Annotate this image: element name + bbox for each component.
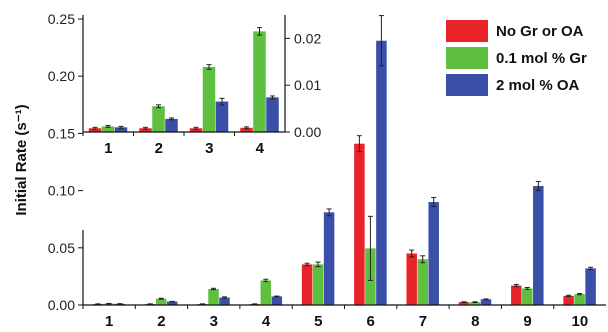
main-bar [166,301,178,305]
inset-bar [266,97,279,132]
main-bar [428,202,439,305]
inset-bar [240,127,253,132]
main-category-label: 1 [105,313,113,330]
main-y-tick-label: 0.00 [48,297,75,313]
inset-bar [202,66,216,132]
inset-background [83,13,285,132]
main-bar [312,264,324,305]
legend-swatch [446,74,488,96]
inset-plot: 0.00 0.01 0.02 0.15 0.20 0.25 1 2 3 4 [48,11,322,157]
main-category-label: 6 [366,313,374,330]
main-bar [458,302,470,305]
inset-bar [114,127,128,132]
main-plot: 0.00 0.05 0.10 1 2 3 4 5 6 7 8 9 10 [48,15,606,330]
main-bar [511,285,522,305]
main-bar [208,288,219,305]
inset-bar [101,126,115,132]
main-category-label: 4 [262,313,271,330]
left-y-tick-label: 0.15 [48,125,75,141]
legend-label: 2 mol % OA [496,77,580,94]
main-y-tick-label: 0.05 [48,240,75,256]
inset-category-label: 2 [155,140,163,157]
main-category-label: 8 [471,313,479,330]
left-y-tick-label: 0.20 [48,68,75,84]
y-axis-title: Initial Rate (s⁻¹) [13,104,30,215]
main-bar [469,302,481,305]
legend-label: No Gr or OA [496,23,584,40]
main-bar [585,268,596,305]
legend-swatch [446,47,488,69]
main-bar [301,264,313,305]
inset-bar [88,128,102,132]
main-bar [563,295,574,305]
main-category-label: 5 [314,313,322,330]
inset-bar [189,128,203,132]
main-bar [155,298,167,305]
main-bar [574,294,585,305]
main-bar [406,253,417,305]
main-category-label: 10 [572,313,589,330]
inset-bar [215,101,229,132]
main-bar [219,297,230,305]
inset-category-label: 1 [104,140,112,157]
main-category-label: 2 [157,313,165,330]
main-bar [354,143,365,305]
legend-label: 0.1 mol % Gr [496,50,587,67]
inset-bar [139,128,152,132]
main-bar [323,212,335,305]
inset-category-label: 4 [256,140,265,157]
inset-bar [165,118,178,132]
inset-y-tick-label: 0.02 [294,30,321,46]
left-y-tick-label: 0.25 [48,11,75,27]
inset-bar [253,31,266,133]
main-bar [417,259,428,305]
main-bar [480,299,492,305]
main-bar [260,280,272,305]
main-bar [376,40,387,306]
main-bar [271,296,283,305]
legend-swatch [446,20,488,42]
main-category-label: 3 [210,313,218,330]
main-category-label: 7 [419,313,427,330]
main-category-label: 9 [523,313,531,330]
legend: No Gr or OA 0.1 mol % Gr 2 mol % OA [446,20,587,96]
inset-bar [152,106,165,132]
main-y-tick-label: 0.10 [48,183,75,199]
inset-category-label: 3 [205,140,213,157]
inset-y-tick-label: 0.01 [294,77,321,93]
main-bar [522,288,533,305]
inset-y-tick-label: 0.00 [294,124,321,140]
main-bar [533,186,544,305]
